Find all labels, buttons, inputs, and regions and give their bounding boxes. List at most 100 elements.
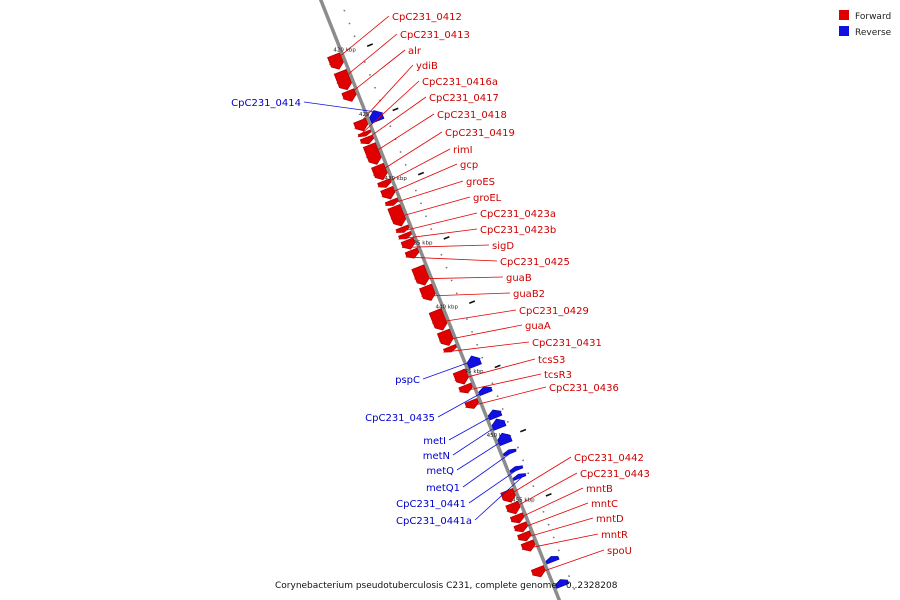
gene-label-CpC231_0418[interactable]: CpC231_0418: [437, 110, 507, 121]
minor-tick-dot: [455, 292, 458, 295]
gene-arrow-mntR[interactable]: [520, 539, 536, 552]
gene-label-CpC231_0412[interactable]: CpC231_0412: [392, 12, 462, 23]
gene-arrow-CpC231_0414[interactable]: [369, 110, 385, 124]
label-leader: [422, 357, 481, 380]
label-leader: [390, 196, 471, 220]
gene-arrow-mntD[interactable]: [517, 530, 532, 542]
gene-arrow-tcsS3[interactable]: [452, 368, 469, 385]
minor-tick-dot: [573, 588, 576, 590]
label-leader: [329, 15, 390, 66]
label-leader: [474, 473, 527, 521]
label-leader: [385, 180, 464, 207]
gene-label-CpC231_0436[interactable]: CpC231_0436: [549, 383, 619, 394]
minor-tick-dot: [527, 472, 530, 475]
scale-tick-label: 455 kbp: [512, 497, 535, 503]
minor-tick-dot: [369, 73, 371, 76]
gene-label-mntD[interactable]: mntD: [596, 514, 624, 525]
gene-label-spoU[interactable]: spoU: [607, 546, 632, 557]
label-leader: [459, 373, 542, 393]
label-leader: [452, 420, 506, 456]
label-leader: [521, 533, 599, 550]
gene-label-CpC231_0419[interactable]: CpC231_0419: [445, 128, 515, 139]
minor-tick-dot: [552, 536, 555, 539]
label-leader: [336, 33, 398, 84]
minor-tick-dot: [414, 189, 417, 192]
gene-label-guaA[interactable]: guaA: [525, 321, 551, 332]
minor-tick-dot: [471, 331, 473, 333]
gene-arrow[interactable]: [554, 579, 570, 589]
label-leader: [360, 96, 427, 144]
minor-tick-dot: [425, 215, 427, 218]
minor-tick-dot: [501, 408, 504, 410]
gene-label-CpC231_0413[interactable]: CpC231_0413: [400, 30, 470, 41]
gene-arrow-gcp[interactable]: [380, 185, 396, 200]
gene-arrow-CpC231_0441a[interactable]: [512, 473, 527, 481]
gene-arrow-CpC231_0416a[interactable]: [357, 129, 372, 138]
gene-label-CpC231_0443[interactable]: CpC231_0443: [580, 469, 650, 480]
minor-tick-dot: [496, 395, 499, 398]
gene-label-sigD[interactable]: sigD: [492, 241, 514, 252]
gene-arrow-metQ1[interactable]: [502, 448, 517, 457]
gene-label-metI[interactable]: metI: [423, 436, 446, 447]
gene-arrow-guaA[interactable]: [436, 328, 454, 346]
gene-label-CpC231_0423a[interactable]: CpC231_0423a: [480, 209, 556, 220]
legend-forward-swatch: [839, 10, 849, 20]
gene-arrow-sigD[interactable]: [400, 237, 416, 250]
gene-arrow-CpC231_0436[interactable]: [464, 398, 479, 409]
gene-label-ydiB[interactable]: ydiB: [416, 61, 438, 72]
gene-label-CpC231_0414[interactable]: CpC231_0414: [231, 98, 301, 109]
gene-label-CpC231_0442[interactable]: CpC231_0442: [574, 453, 644, 464]
gene-arrow-guaB[interactable]: [411, 264, 430, 286]
gene-label-CpC231_0423b[interactable]: CpC231_0423b: [480, 225, 556, 236]
gene-arrow-CpC231_0443[interactable]: [505, 500, 521, 515]
gene-label-CpC231_0441[interactable]: CpC231_0441: [396, 499, 466, 510]
gene-arrow-ydiB[interactable]: [353, 117, 369, 132]
minor-tick-dot: [389, 125, 392, 128]
gene-label-groEL[interactable]: groEL: [473, 193, 502, 204]
gene-arrow-CpC231_0425[interactable]: [404, 247, 420, 259]
gene-label-metN[interactable]: metN: [423, 451, 450, 462]
gene-label-guaB[interactable]: guaB: [506, 273, 532, 284]
legend-reverse-swatch: [839, 26, 849, 36]
gene-arrow-tcsR3[interactable]: [458, 382, 473, 394]
label-leader: [468, 465, 524, 504]
gene-label-mntR[interactable]: mntR: [601, 530, 628, 541]
gene-label-CpC231_0425[interactable]: CpC231_0425: [500, 257, 570, 268]
gene-label-CpC231_0441a[interactable]: CpC231_0441a: [396, 516, 472, 527]
label-leader: [398, 228, 478, 240]
gene-arrow-groEL[interactable]: [387, 203, 407, 227]
gene-label-gcp[interactable]: gcp: [460, 160, 478, 171]
legend-forward-label: Forward: [855, 12, 891, 22]
minor-tick-dot: [466, 318, 468, 320]
gene-label-mntB[interactable]: mntB: [586, 484, 613, 495]
gene-label-metQ1[interactable]: metQ1: [426, 483, 460, 494]
label-leader: [373, 131, 443, 176]
legend-reverse-label: Reverse: [855, 28, 892, 38]
gene-label-tcsS3[interactable]: tcsS3: [538, 355, 565, 366]
gene-label-rimI[interactable]: rimI: [453, 145, 473, 156]
gene-label-mntC[interactable]: mntC: [591, 499, 618, 510]
gene-label-pspC[interactable]: pspC: [395, 375, 420, 386]
minor-tick-dot: [547, 523, 550, 526]
label-leader: [303, 101, 383, 114]
minor-tick-dot: [542, 510, 545, 513]
label-leader: [439, 324, 523, 342]
label-leader: [381, 163, 458, 198]
gene-arrow[interactable]: [545, 556, 560, 565]
gene-arrow-groES[interactable]: [384, 197, 399, 206]
label-leader: [514, 502, 589, 532]
gene-arrow-CpC231_0423b[interactable]: [398, 230, 413, 240]
gene-label-CpC231_0435[interactable]: CpC231_0435: [365, 413, 435, 424]
gene-label-CpC231_0431[interactable]: CpC231_0431: [532, 338, 602, 349]
gene-label-groES[interactable]: groES: [466, 177, 495, 188]
gene-label-CpC231_0416a[interactable]: CpC231_0416a: [422, 77, 498, 88]
gene-label-alr[interactable]: alr: [408, 46, 422, 57]
gene-label-CpC231_0417[interactable]: CpC231_0417: [429, 93, 499, 104]
gene-label-guaB2[interactable]: guaB2: [513, 289, 545, 300]
minor-tick-dot: [374, 86, 376, 89]
gene-label-CpC231_0429[interactable]: CpC231_0429: [519, 306, 589, 317]
gene-label-tcsR3[interactable]: tcsR3: [544, 370, 572, 381]
gene-label-metQ[interactable]: metQ: [426, 466, 454, 477]
